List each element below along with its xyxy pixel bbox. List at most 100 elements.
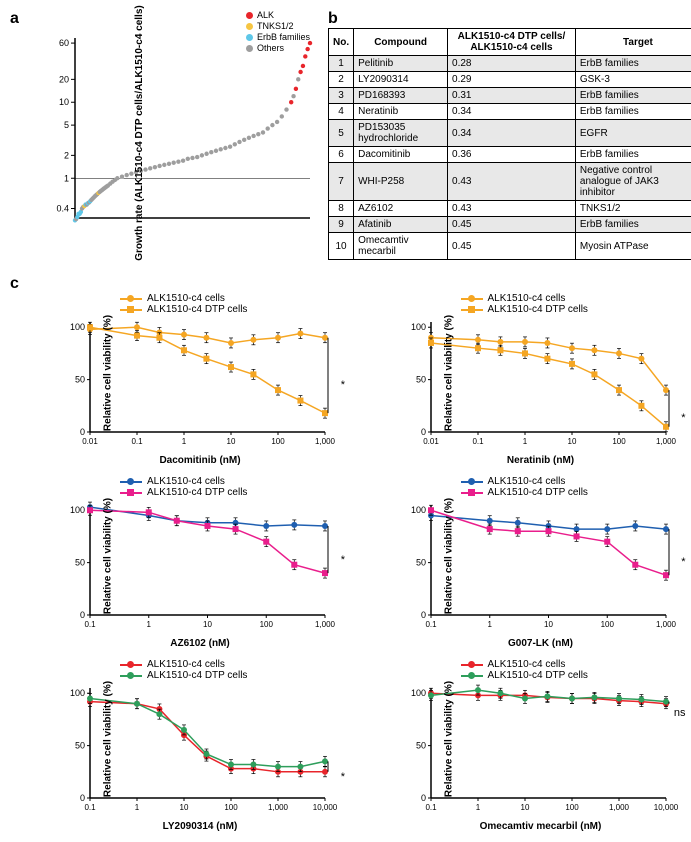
scatter-svg: 0.4125102060	[40, 28, 320, 238]
panel-c-label: c	[10, 275, 19, 292]
chart-y-label: Relative cell viability (%)	[103, 498, 114, 614]
chart-x-label: Omecamtiv mecarbil (nM)	[401, 821, 681, 832]
table-cell: Dacomitinib	[354, 147, 448, 163]
svg-text:50: 50	[415, 375, 425, 385]
charts-grid: ALK1510-c4 cellsALK1510-c4 DTP cellsRela…	[10, 293, 691, 832]
svg-text:100: 100	[410, 688, 425, 698]
table-cell: ErbB families	[575, 147, 691, 163]
chart-y-label: Relative cell viability (%)	[443, 681, 454, 797]
table-cell: Negative control analogue of JAK3 inhibi…	[575, 163, 691, 201]
svg-text:0.1: 0.1	[425, 803, 437, 812]
table-header: No.	[329, 29, 354, 56]
legend-item: ALK	[246, 10, 310, 20]
svg-text:1: 1	[147, 620, 152, 629]
svg-text:0.01: 0.01	[82, 437, 98, 446]
table-row: 8AZ61020.43TNKS1/2	[329, 201, 691, 217]
svg-text:50: 50	[415, 741, 425, 751]
svg-text:100: 100	[612, 437, 626, 446]
significance-mark: *	[681, 412, 685, 424]
scatter-plot: Growth rate (ALK1510-c4 DTP cells/ALK151…	[40, 28, 320, 238]
svg-text:60: 60	[59, 38, 69, 48]
svg-text:10: 10	[227, 437, 236, 446]
svg-text:100: 100	[410, 322, 425, 332]
svg-text:1: 1	[487, 620, 492, 629]
table-row: 9Afatinib0.45ErbB families	[329, 217, 691, 233]
svg-text:0.1: 0.1	[84, 803, 96, 812]
chart-x-label: G007-LK (nM)	[401, 638, 681, 649]
table-cell: LY2090314	[354, 72, 448, 88]
table-body: 1Pelitinib0.28ErbB families2LY20903140.2…	[329, 56, 691, 260]
svg-text:0.1: 0.1	[131, 437, 143, 446]
table-row: 7WHI-P2580.43Negative control analogue o…	[329, 163, 691, 201]
table-cell: 0.34	[448, 104, 576, 120]
table-cell: 3	[329, 88, 354, 104]
table-row: 1Pelitinib0.28ErbB families	[329, 56, 691, 72]
top-row: a ALKTNKS1/2ErbB familiesOthers Growth r…	[10, 10, 691, 260]
svg-text:10: 10	[203, 620, 212, 629]
chart-legend: ALK1510-c4 cellsALK1510-c4 DTP cells	[401, 293, 681, 315]
table-header-row: No.CompoundALK1510-c4 DTP cells/ ALK1510…	[329, 29, 691, 56]
significance-mark: *	[341, 379, 345, 391]
svg-text:100: 100	[70, 322, 85, 332]
table-cell: 0.31	[448, 88, 576, 104]
table-cell: ErbB families	[575, 88, 691, 104]
svg-text:10: 10	[59, 97, 69, 107]
table-cell: PD168393	[354, 88, 448, 104]
line-chart: 0501000.010.11101001,000	[401, 317, 681, 452]
svg-text:0: 0	[420, 610, 425, 620]
significance-mark: ns	[674, 707, 686, 719]
table-cell: AZ6102	[354, 201, 448, 217]
table-row: 5PD153035 hydrochloride0.34EGFR	[329, 120, 691, 147]
chart-x-label: Dacomitinib (nM)	[60, 455, 340, 466]
panel-b: b No.CompoundALK1510-c4 DTP cells/ ALK15…	[328, 10, 691, 260]
table-cell: 10	[329, 233, 354, 260]
chart-x-label: AZ6102 (nM)	[60, 638, 340, 649]
chart-y-label: Relative cell viability (%)	[103, 315, 114, 431]
chart-cell: ALK1510-c4 cellsALK1510-c4 DTP cellsRela…	[401, 659, 681, 832]
table-cell: 0.43	[448, 201, 576, 217]
svg-text:0: 0	[80, 610, 85, 620]
svg-text:50: 50	[75, 558, 85, 568]
table-cell: ErbB families	[575, 104, 691, 120]
table-cell: 1	[329, 56, 354, 72]
table-cell: 8	[329, 201, 354, 217]
significance-mark: *	[341, 771, 345, 783]
svg-text:2: 2	[64, 150, 69, 160]
svg-text:1,000: 1,000	[315, 437, 336, 446]
table-cell: 2	[329, 72, 354, 88]
panel-c: c ALK1510-c4 cellsALK1510-c4 DTP cellsRe…	[10, 275, 691, 832]
svg-text:0: 0	[80, 793, 85, 803]
svg-text:100: 100	[565, 803, 579, 812]
table-row: 4Neratinib0.34ErbB families	[329, 104, 691, 120]
svg-text:100: 100	[410, 505, 425, 515]
svg-text:1,000: 1,000	[268, 803, 289, 812]
table-cell: Myosin ATPase	[575, 233, 691, 260]
table-cell: 7	[329, 163, 354, 201]
compound-table: No.CompoundALK1510-c4 DTP cells/ ALK1510…	[328, 28, 691, 260]
panel-a: a ALKTNKS1/2ErbB familiesOthers Growth r…	[10, 10, 320, 238]
table-cell: 0.43	[448, 163, 576, 201]
svg-text:10,000: 10,000	[313, 803, 338, 812]
svg-text:1,000: 1,000	[655, 620, 676, 629]
chart-legend: ALK1510-c4 cellsALK1510-c4 DTP cells	[60, 659, 340, 681]
table-cell: 5	[329, 120, 354, 147]
table-cell: Neratinib	[354, 104, 448, 120]
chart-y-label: Relative cell viability (%)	[443, 315, 454, 431]
table-cell: 0.28	[448, 56, 576, 72]
svg-text:1: 1	[64, 173, 69, 183]
table-cell: 0.45	[448, 217, 576, 233]
svg-text:100: 100	[224, 803, 238, 812]
svg-text:1,000: 1,000	[608, 803, 629, 812]
panel-b-label: b	[328, 10, 338, 27]
table-header: ALK1510-c4 DTP cells/ ALK1510-c4 cells	[448, 29, 576, 56]
svg-text:1,000: 1,000	[315, 620, 336, 629]
chart-legend: ALK1510-c4 cellsALK1510-c4 DTP cells	[401, 476, 681, 498]
chart-cell: ALK1510-c4 cellsALK1510-c4 DTP cellsRela…	[60, 293, 340, 466]
table-cell: WHI-P258	[354, 163, 448, 201]
significance-mark: *	[341, 554, 345, 566]
table-cell: 9	[329, 217, 354, 233]
chart-legend: ALK1510-c4 cellsALK1510-c4 DTP cells	[60, 293, 340, 315]
chart-cell: ALK1510-c4 cellsALK1510-c4 DTP cellsRela…	[401, 476, 681, 649]
svg-text:0.1: 0.1	[84, 620, 96, 629]
table-cell: Pelitinib	[354, 56, 448, 72]
